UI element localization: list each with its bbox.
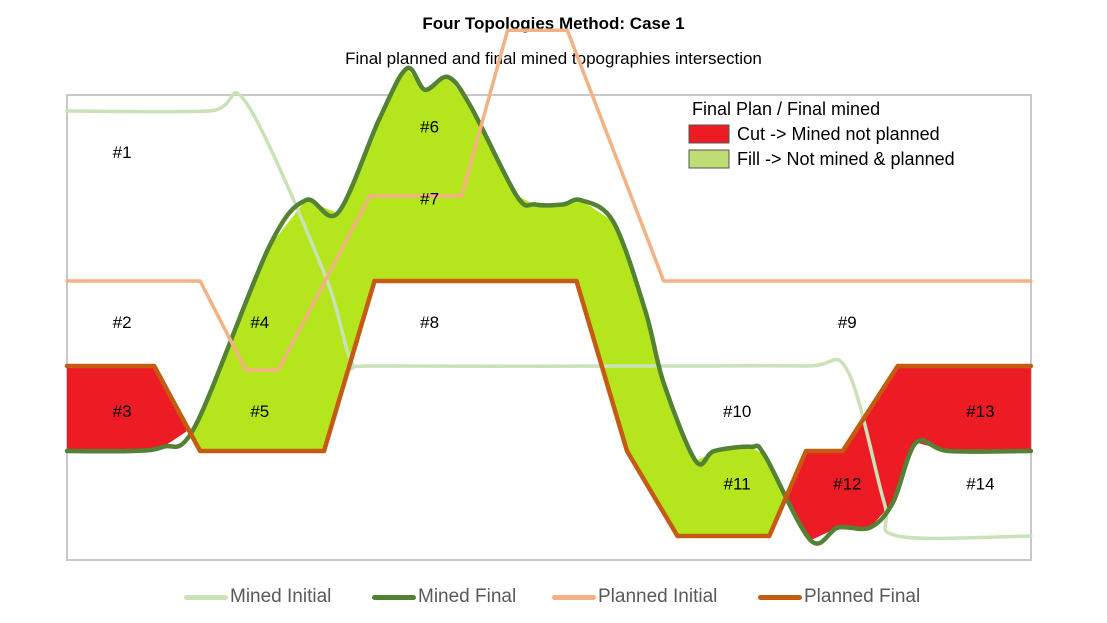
legend-label: Mined Initial [230,586,332,607]
legend-item-planned-initial: Planned Initial [552,584,717,610]
fill-area [190,68,785,536]
fill-legend-label: Fill -> Not mined & planned [737,149,955,169]
legend-item-mined-initial: Mined Initial [184,584,331,610]
legend-label: Mined Final [418,586,517,607]
region-label: #1 [113,143,132,162]
region-label: #4 [250,313,269,332]
region-label: #12 [833,474,861,493]
region-label: #7 [420,190,439,209]
region-label: #10 [723,402,751,421]
fill-swatch [688,149,730,169]
chart-title: Four Topologies Method: Case 1 [422,14,685,33]
series-lines [64,28,1034,546]
legend-item-planned-final: Planned Final [758,584,920,610]
region-label: #14 [966,474,994,493]
legend-item-mined-final: Mined Final [372,584,516,610]
series-line-mined-final [64,65,1034,546]
region-label: #9 [838,313,857,332]
fill-legend-title: Final Plan / Final mined [692,99,880,119]
fill-legend: Final Plan / Final mined Cut -> Mined not… [688,99,955,169]
chart-subtitle: Final planned and final mined topographi… [345,49,762,68]
region-label: #2 [113,313,132,332]
region-label: #13 [966,402,994,421]
legend-swatch [372,594,416,600]
region-labels: #1 #2 #3 #4 #5 #6 #7 #8 #9 #10 #11 #12 #13 #14 [113,117,995,493]
region-label: #3 [113,402,132,421]
legend-swatch [184,594,228,600]
cut-area [67,366,187,451]
region-label: #5 [250,402,269,421]
series-legend: Mined Initial Mined Final Planned Initial P… [0,584,1107,610]
region-label: #8 [420,313,439,332]
series-line-planned-initial [65,28,1033,373]
legend-swatch [758,594,802,600]
region-label: #11 [724,474,751,493]
cut-swatch [688,124,730,144]
series-line-mined-initial [65,90,1033,541]
legend-swatch [552,594,596,600]
legend-label: Planned Final [804,586,921,607]
region-label: #6 [420,117,439,136]
cut-legend-label: Cut -> Mined not planned [737,124,940,144]
plot-area-border [66,94,1032,561]
legend-label: Planned Initial [598,586,718,607]
series-line-planned-final [64,278,1034,539]
